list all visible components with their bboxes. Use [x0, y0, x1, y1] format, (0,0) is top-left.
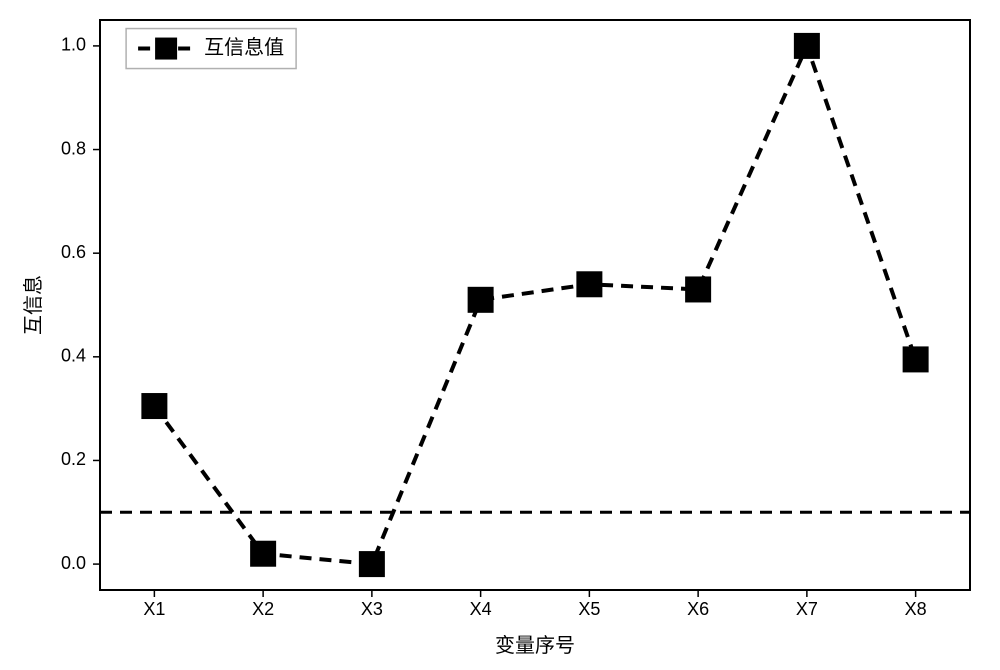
legend: 互信息值 [126, 29, 296, 69]
series-marker [576, 271, 602, 297]
y-tick-label: 1.0 [61, 35, 86, 55]
x-tick-label: X8 [905, 599, 927, 619]
series-marker [794, 33, 820, 59]
x-tick-label: X6 [687, 599, 709, 619]
legend-label: 互信息值 [204, 36, 284, 59]
chart-container: 0.0 0.2 0.4 0.6 0.8 1.0 X1 X2 X3 X4 X5 X6 X7 X8 变量序号 互信… [0, 0, 1000, 670]
y-tick-label: 0.2 [61, 449, 86, 469]
y-tick-label: 0.8 [61, 138, 86, 158]
series-marker [903, 346, 929, 372]
y-tick-label: 0.6 [61, 242, 86, 262]
x-tick-label: X5 [578, 599, 600, 619]
y-tick-label: 0.0 [61, 553, 86, 573]
series-marker [468, 287, 494, 313]
x-tick-label: X3 [361, 599, 383, 619]
chart-svg: 0.0 0.2 0.4 0.6 0.8 1.0 X1 X2 X3 X4 X5 X6 X7 X8 变量序号 互信… [0, 0, 1000, 670]
y-tick-label: 0.4 [61, 346, 86, 366]
series-marker [141, 393, 167, 419]
x-tick-label: X7 [796, 599, 818, 619]
y-axis-label: 互信息 [22, 275, 45, 335]
x-tick-label: X2 [252, 599, 274, 619]
series-marker [685, 276, 711, 302]
x-tick-label: X1 [143, 599, 165, 619]
series-marker [250, 541, 276, 567]
series-marker [359, 551, 385, 577]
x-axis-label: 变量序号 [495, 634, 575, 657]
x-tick-label: X4 [470, 599, 492, 619]
